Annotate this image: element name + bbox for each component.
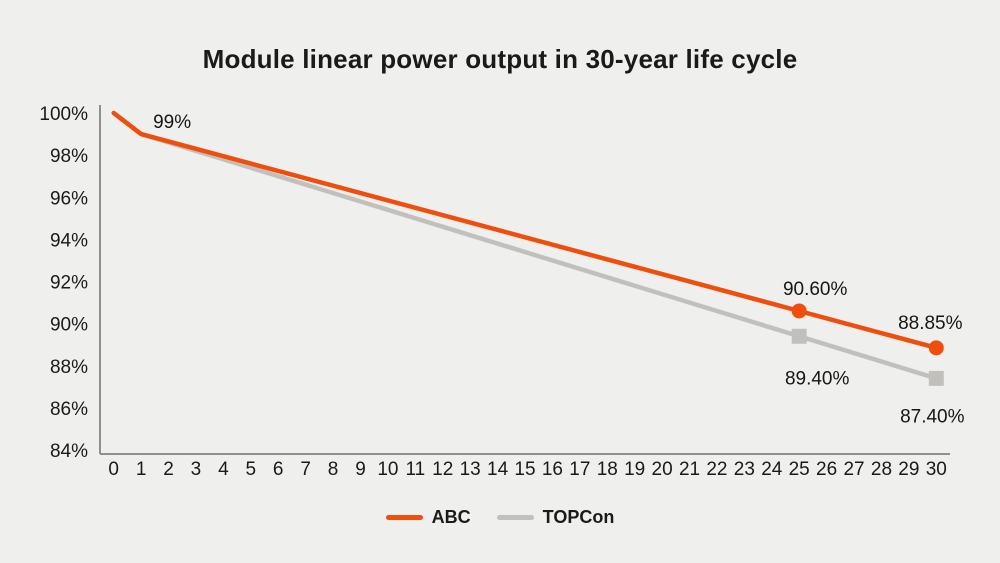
x-tick-label: 28 (871, 459, 892, 480)
y-tick-label: 94% (50, 230, 88, 251)
x-tick-label: 5 (246, 459, 257, 480)
x-tick-label: 1 (136, 459, 147, 480)
x-tick-label: 12 (432, 459, 453, 480)
legend-item-abc: ABC (385, 507, 471, 528)
x-tick-label: 11 (405, 459, 425, 480)
y-tick-label: 90% (50, 315, 88, 336)
legend-label: TOPCon (542, 507, 615, 527)
x-tick-label: 20 (652, 459, 673, 480)
data-label: 99% (153, 112, 191, 133)
y-tick-label: 86% (50, 399, 88, 420)
x-tick-label: 21 (679, 459, 700, 480)
legend-swatch-abc (385, 515, 423, 520)
x-tick-label: 3 (191, 459, 202, 480)
x-tick-label: 17 (569, 459, 590, 480)
x-tick-label: 14 (487, 459, 509, 480)
legend: ABC TOPCon (0, 507, 1000, 528)
marker-circle-abc (928, 340, 944, 356)
x-tick-label: 19 (624, 459, 645, 480)
x-tick-label: 13 (460, 459, 481, 480)
x-tick-label: 27 (843, 459, 864, 480)
x-tick-label: 0 (108, 459, 119, 480)
x-tick-label: 9 (355, 459, 366, 480)
x-tick-label: 23 (734, 459, 755, 480)
x-tick-label: 30 (926, 459, 947, 480)
legend-swatch-topcon (496, 515, 534, 520)
x-tick-label: 18 (597, 459, 618, 480)
marker-square-topcon (928, 370, 944, 386)
y-tick-label: 96% (50, 188, 88, 209)
data-label: 88.85% (898, 313, 963, 334)
marker-square-topcon (791, 328, 807, 344)
x-tick-label: 6 (273, 459, 284, 480)
series-line-abc (111, 110, 939, 351)
x-tick-label: 16 (542, 459, 563, 480)
x-tick-label: 8 (328, 459, 339, 480)
chart-title: Module linear power output in 30-year li… (202, 44, 798, 74)
marker-circle-abc (791, 303, 807, 319)
x-tick-label: 7 (300, 459, 311, 480)
legend-item-topcon: TOPCon (496, 507, 615, 528)
data-label: 89.40% (785, 368, 850, 389)
x-tick-label: 2 (163, 459, 174, 480)
series-line-topcon (111, 110, 939, 381)
y-tick-label: 92% (50, 273, 88, 294)
x-tick-label: 4 (218, 459, 229, 480)
x-tick-label: 29 (898, 459, 919, 480)
x-tick-label: 25 (789, 459, 810, 480)
x-tick-label: 10 (377, 459, 398, 480)
data-label: 87.40% (900, 406, 965, 427)
x-tick-label: 22 (706, 459, 727, 480)
y-tick-label: 88% (50, 357, 88, 378)
data-label: 90.60% (783, 279, 848, 300)
x-tick-label: 15 (514, 459, 535, 480)
x-tick-label: 24 (761, 459, 783, 480)
y-tick-label: 84% (50, 441, 88, 462)
y-tick-label: 98% (50, 146, 88, 167)
x-tick-label: 26 (816, 459, 837, 480)
y-tick-label: 100% (39, 104, 88, 125)
legend-label: ABC (431, 507, 471, 527)
